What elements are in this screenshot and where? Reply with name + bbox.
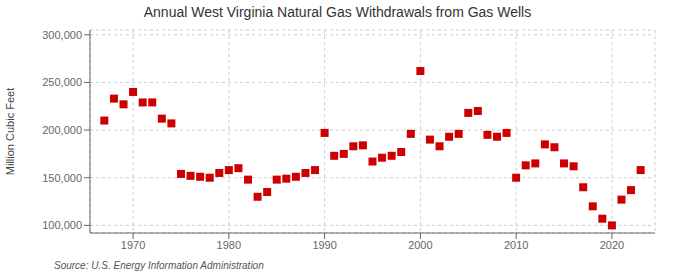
svg-text:200,000: 200,000 [42,124,82,136]
svg-text:100,000: 100,000 [42,219,82,231]
svg-text:250,000: 250,000 [42,76,82,88]
svg-text:2020: 2020 [600,239,624,251]
svg-text:1980: 1980 [217,239,241,251]
svg-text:300,000: 300,000 [42,29,82,41]
html-text:Source: U.S. Energy Informatio: Source: U.S. Energy Information Administ… [54,260,264,271]
svg-text:1990: 1990 [312,239,336,251]
svg-text:Million Cubic Feet: Million Cubic Feet [8,88,16,175]
svg-text:2000: 2000 [408,239,432,251]
svg-text:1970: 1970 [121,239,145,251]
svg-text:2010: 2010 [504,239,528,251]
html-text:Annual West Virginia Natural G: Annual West Virginia Natural Gas Withdra… [143,4,532,20]
svg-text:150,000: 150,000 [42,172,82,184]
